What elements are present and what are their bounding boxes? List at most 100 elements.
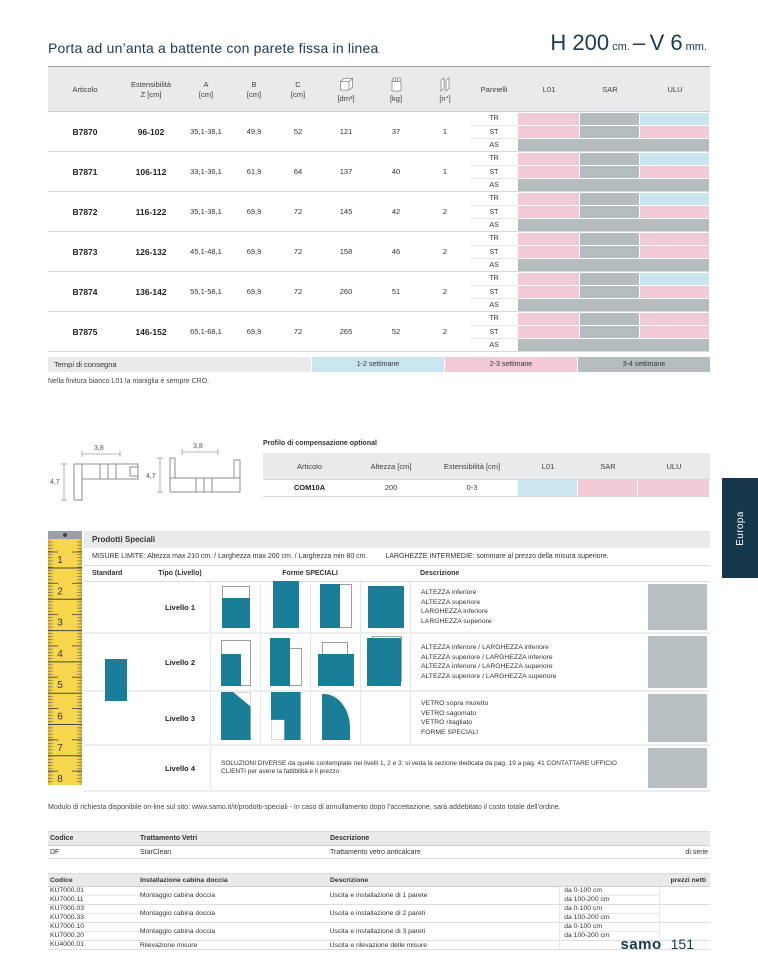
profile-drawings: 4,7 3,8 4,7 <box>48 440 263 517</box>
code-cell: KU7000.10 <box>50 923 140 932</box>
code-column: KU4000.01 <box>48 941 140 949</box>
finish-cell <box>518 272 580 285</box>
page-number: 151 <box>670 936 694 952</box>
cell-kg: 51 <box>391 287 401 296</box>
delivery-times-row: Tempi di consegna 1-2 settimane 2-3 setti… <box>48 357 710 372</box>
row-data: B7872 116-122 35,1-38,1 69,9 72 145 42 2 <box>48 192 470 231</box>
finish-cell <box>580 152 640 165</box>
tab-europa[interactable]: Europa <box>722 478 758 578</box>
code-cell: KU7000.01 <box>50 887 140 896</box>
cell-articolo: B7871 <box>72 166 98 177</box>
finish-cell <box>518 285 580 298</box>
panel-type-label: TR <box>489 155 499 162</box>
panel-type-label: ST <box>470 205 518 218</box>
cell-b: 69,9 <box>246 207 262 216</box>
cell-n: 2 <box>442 207 448 216</box>
range-column <box>559 941 659 949</box>
cell-dm3: 145 <box>339 207 353 216</box>
shape-cell <box>210 692 260 744</box>
panel-type-label: ST <box>470 165 518 178</box>
panel-row-AS: AS <box>470 178 710 191</box>
install-cell: Rilevazione misure <box>139 941 198 949</box>
panel-rows: TR ST AS <box>470 112 710 151</box>
price-cell <box>659 905 710 922</box>
panel-type-label: TR <box>489 115 499 122</box>
cell-estensibilita: 146-152 <box>135 326 167 337</box>
finish-cell <box>640 272 710 285</box>
panel-type-label: TR <box>489 235 499 242</box>
install-cell: Montaggio cabina doccia <box>139 892 216 899</box>
level-shapes <box>210 692 410 744</box>
page-header: Porta ad un’anta a battente con parete f… <box>48 30 710 56</box>
col-b: B [cm] <box>246 79 262 99</box>
description-cell: Uscita e rilevazione delle misure <box>329 941 428 949</box>
finish-cell <box>580 285 640 298</box>
code-cell: KU7000.11 <box>50 896 84 903</box>
cell-articolo: B7874 <box>72 286 98 297</box>
speciali-level-row: Livello 1 ALTEZZA inferiore ALTEZZA superi… <box>84 581 710 634</box>
cell-a: 55,1-58,1 <box>190 287 222 296</box>
code-cell: KU7000.03 <box>50 905 140 914</box>
cell-a: 35,1-38,1 <box>190 207 222 216</box>
install-cell: Montaggio cabina doccia <box>139 928 216 935</box>
glass-treatment: StarClean <box>140 848 172 856</box>
table-row-B7871: B7871 106-112 33,1-36,1 61,9 64 137 40 1 TR ST AS <box>48 152 710 192</box>
ruler-number: 1 <box>57 555 63 566</box>
brand-logo: samo <box>620 936 662 953</box>
range-cell: da 100-200 cm <box>564 914 610 921</box>
panel-rows: TR ST AS <box>470 272 710 311</box>
range-column: da 0-100 cm da 100-200 cm <box>559 905 660 922</box>
install-group: KU7000.03 KU7000.33 Montaggio cabina docci… <box>48 905 710 923</box>
speciali-level-row: Livello 4 SOLUZIONI DIVERSE da quelle con… <box>84 746 710 792</box>
panel-type-label: TR <box>489 275 499 282</box>
col-pannelli: Pannelli <box>480 84 508 94</box>
cell-dm3: 158 <box>339 247 353 256</box>
comp-extensibility: 0-3 <box>466 483 478 492</box>
standard-cell <box>84 746 150 790</box>
finish-cell <box>580 245 640 258</box>
comp-finish-l01 <box>518 480 578 496</box>
col-a: A [cm] <box>198 79 214 99</box>
finish-cell <box>518 125 580 138</box>
row-data: B7874 136-142 55,1-58,1 69,9 72 260 51 2 <box>48 272 470 311</box>
prodotti-speciali-section: 1 2 3 4 5 6 7 8 Prodotti Speciali MISURE LIMITE… <box>48 531 710 792</box>
panel-row-TR: TR <box>470 192 710 205</box>
level-shapes <box>210 581 410 632</box>
price-cell <box>645 692 710 744</box>
panel-rows: TR ST AS <box>470 232 710 271</box>
glass-unit: mm. <box>685 41 707 53</box>
shape-cell <box>260 581 310 632</box>
order-footnote: Modulo di richiesta disponibile on-line … <box>48 804 561 811</box>
panel-row-TR: TR <box>470 272 710 285</box>
col-sar: SAR <box>602 84 618 94</box>
finish-cell <box>580 112 640 125</box>
standard-cell <box>84 582 150 632</box>
level-label: Livello 1 <box>164 602 195 612</box>
finish-cell <box>518 298 710 311</box>
panel-row-ST: ST <box>470 245 710 258</box>
panel-row-AS: AS <box>470 338 710 351</box>
finish-cell <box>518 218 710 231</box>
delivery-legend-pink: 2-3 settimane <box>444 357 577 372</box>
ruler-graphic: 1 2 3 4 5 6 7 8 <box>48 531 82 792</box>
panel-rows: TR ST AS <box>470 312 710 351</box>
glass-note: di serie <box>685 848 708 856</box>
cell-c: 72 <box>293 327 303 336</box>
cell-dm3: 265 <box>339 327 353 336</box>
finish-cell <box>640 312 710 325</box>
ruler-number: 2 <box>57 586 63 597</box>
panel-type-label: AS <box>470 178 518 191</box>
cell-c: 64 <box>293 167 303 176</box>
spec-dash: – <box>632 30 646 55</box>
height-lower-shape-icon <box>221 586 250 628</box>
shape-cell <box>310 634 360 690</box>
cell-b: 49,9 <box>246 127 262 136</box>
standard-shape <box>105 659 127 701</box>
finish-cell <box>640 285 710 298</box>
cell-c: 52 <box>293 127 303 136</box>
speciali-level-row: Livello 3 VETRO sopra muretto VETRO sagoma… <box>84 692 710 746</box>
table-row-B7874: B7874 136-142 55,1-58,1 69,9 72 260 51 2 TR ST AS <box>48 272 710 312</box>
finish-cell <box>580 165 640 178</box>
level-description: ALTEZZA inferiore / LARGHEZZA inferiore A… <box>410 634 645 690</box>
cell-articolo: B7870 <box>72 126 98 137</box>
